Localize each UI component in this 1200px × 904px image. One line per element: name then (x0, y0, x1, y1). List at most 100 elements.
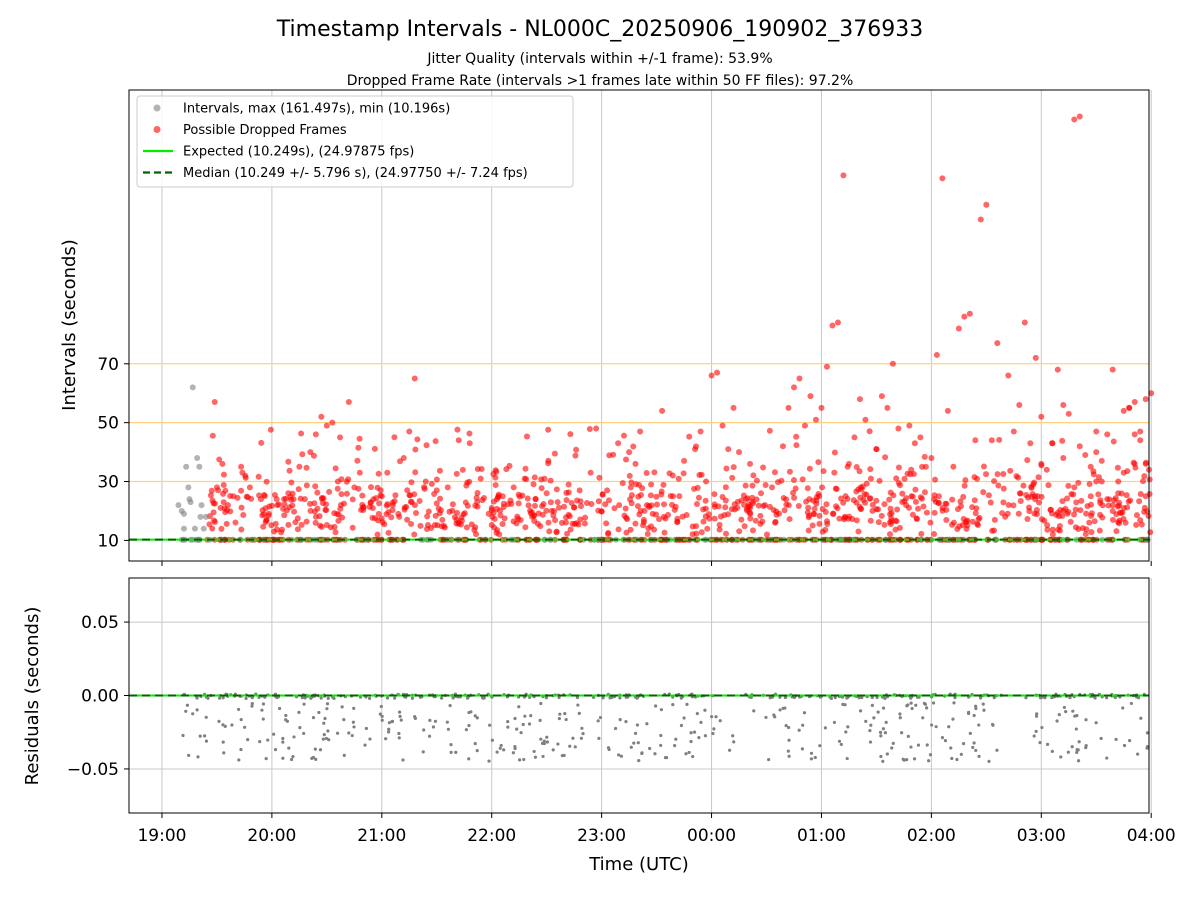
dropped-frame-point (303, 464, 310, 471)
residual-point (387, 721, 391, 725)
residual-point (556, 742, 560, 746)
dropped-frame-point (675, 475, 682, 482)
dropped-frame-point (433, 487, 440, 494)
dropped-frame-point (799, 476, 806, 483)
residual-point (532, 749, 536, 754)
dropped-frame-point (1082, 452, 1089, 459)
dropped-frame-point (954, 526, 961, 533)
dropped-frame-point (1142, 396, 1149, 403)
residual-point (618, 696, 622, 700)
dropped-frame-point (577, 498, 584, 505)
dropped-frame-point (661, 501, 668, 508)
dropped-frame-point (1017, 498, 1024, 505)
dropped-frame-point (753, 477, 760, 484)
residual-point (506, 719, 510, 724)
dropped-frame-point (433, 500, 440, 507)
dropped-frame-point (1088, 510, 1095, 517)
residual-point (258, 740, 262, 744)
dropped-frame-point (238, 463, 245, 470)
residual-point (291, 754, 295, 759)
dropped-frame-point (912, 498, 919, 505)
dropped-frame-point (371, 445, 378, 452)
dropped-frame-point (1059, 498, 1066, 505)
residual-point (809, 757, 814, 761)
legend-marker (153, 126, 161, 133)
residual-point (439, 696, 444, 700)
x-tick-label: 03:00 (1017, 826, 1066, 846)
residual-point (959, 752, 963, 756)
dropped-frame-point (463, 524, 470, 531)
dropped-frame-point (213, 484, 220, 491)
dropped-frame-point (242, 472, 249, 479)
residual-point (542, 739, 546, 743)
residual-point (576, 703, 580, 707)
dropped-frame-point (921, 453, 928, 460)
residual-point (473, 741, 477, 746)
dropped-frame-point (257, 496, 264, 503)
dropped-frame-point (623, 529, 630, 536)
dropped-frame-point (354, 457, 361, 464)
dropped-frame-point (781, 507, 788, 514)
dropped-frame-point (474, 489, 481, 496)
dropped-frame-point (805, 527, 812, 534)
dropped-frame-point (441, 524, 448, 531)
dropped-frame-point (432, 512, 439, 519)
residual-point (303, 696, 307, 700)
dropped-frame-point (714, 369, 721, 376)
residual-point (191, 712, 195, 716)
residual-point (601, 696, 605, 700)
x-tick-label: 23:00 (577, 826, 626, 846)
residual-point (351, 720, 355, 724)
dropped-frame-point (703, 478, 710, 485)
dropped-frame-point (464, 502, 471, 509)
dropped-frame-point (1075, 479, 1082, 486)
residual-point (558, 712, 562, 716)
dropped-frame-point (755, 502, 762, 509)
dropped-frame-point (582, 514, 589, 521)
dropped-frame-point (691, 485, 698, 492)
residual-point (891, 741, 895, 746)
dropped-frame-point (736, 528, 743, 535)
dropped-frame-point (303, 482, 310, 489)
dropped-frame-point (1047, 506, 1054, 513)
dropped-frame-point (640, 519, 647, 526)
dropped-frame-point (219, 460, 226, 467)
dropped-frame-point (656, 516, 663, 523)
residual-point (659, 743, 663, 748)
residual-point (664, 755, 669, 760)
interval-point (185, 484, 192, 491)
residual-point (909, 745, 913, 749)
dropped-frame-point (796, 375, 803, 382)
residual-point (379, 704, 383, 709)
dropped-frame-point (345, 399, 352, 406)
dropped-frame-point (403, 503, 410, 510)
dropped-frame-point (581, 520, 588, 527)
dropped-frame-point (697, 428, 704, 435)
dropped-frame-point (1082, 531, 1089, 538)
residual-point (950, 756, 954, 761)
dropped-frame-point (391, 434, 398, 441)
dropped-frame-point (428, 480, 435, 487)
dropped-frame-point (909, 493, 916, 500)
dropped-frame-point (567, 431, 574, 438)
residual-point (367, 696, 372, 700)
dropped-frame-point (367, 499, 374, 506)
dropped-frame-point (758, 490, 765, 497)
dropped-frame-point (899, 490, 906, 497)
dropped-frame-point (1038, 413, 1045, 420)
residual-point (292, 735, 296, 739)
dropped-frame-point (1098, 478, 1105, 485)
dropped-frame-point (651, 469, 658, 476)
residual-point (513, 745, 517, 749)
dropped-frame-point (912, 486, 919, 493)
residual-point (844, 730, 848, 734)
chart-subtitle-dropped: Dropped Frame Rate (intervals >1 frames … (347, 73, 854, 89)
residual-point (902, 758, 906, 762)
dropped-frame-point (474, 498, 481, 505)
dropped-frame-point (1024, 494, 1031, 501)
dropped-frame-point (785, 502, 792, 509)
residual-point (513, 716, 517, 721)
dropped-frame-point (819, 505, 826, 512)
x-tick-label: 22:00 (467, 826, 516, 846)
residual-point (768, 696, 772, 700)
